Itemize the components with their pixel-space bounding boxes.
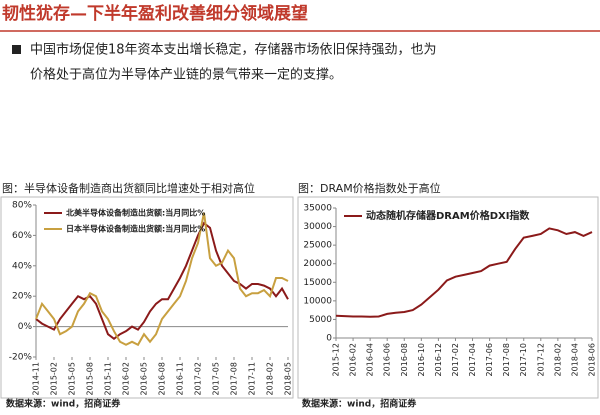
y-tick-label: 80%: [12, 201, 32, 211]
y-tick-label: 60%: [12, 231, 32, 241]
source-note: 数据来源：wind，招商证券: [6, 398, 121, 410]
x-tick-label: 2016-02: [349, 343, 358, 376]
y-tick-label: 25000: [303, 241, 332, 251]
x-tick-label: 2017-02: [194, 362, 203, 395]
y-tick-label: 35000: [303, 204, 332, 214]
x-tick-label: 2016-08: [400, 343, 409, 376]
chart-frame: [0, 196, 294, 399]
x-tick-label: 2016-11: [176, 362, 185, 395]
x-tick-label: 2017-08: [502, 343, 511, 376]
x-tick-label: 2015-02: [50, 362, 59, 395]
y-tick-label: 20%: [12, 292, 32, 302]
x-tick-label: 2017-10: [519, 343, 528, 376]
legend-label: 北美半导体设备制造出货额:当月同比%: [66, 208, 205, 218]
y-tick-label: 30000: [303, 222, 332, 232]
bullet-text: 中国市场促使18年资本支出增长稳定，存储器市场依旧保持强劲，也为: [30, 42, 437, 58]
x-tick-label: 2014-11: [32, 362, 41, 395]
data-line: [35, 212, 289, 347]
x-tick-label: 2017-02: [451, 343, 460, 376]
x-tick-label: 2017-12: [536, 343, 545, 376]
x-tick-label: 2017-06: [485, 343, 494, 376]
x-tick-label: 2016-04: [366, 343, 375, 376]
y-tick-label: 20000: [303, 259, 332, 269]
x-tick-label: 2016-08: [158, 362, 167, 395]
x-tick-label: 2018-02: [266, 362, 275, 395]
x-tick-label: 2018-06: [588, 343, 597, 376]
x-tick-label: 2017-05: [212, 362, 221, 395]
bullet-icon: [12, 45, 21, 54]
x-tick-label: 2015-12: [332, 343, 341, 376]
y-tick-label: 15000: [303, 278, 332, 288]
y-tick-label: 40%: [12, 261, 32, 271]
x-tick-label: 2016-05: [140, 362, 149, 395]
x-tick-label: 2015-05: [68, 362, 77, 395]
legend-label: 动态随机存储器DRAM价格DXI指数: [366, 209, 530, 222]
y-tick-label: -20%: [9, 353, 33, 363]
chart-frame: [297, 196, 599, 399]
x-tick-label: 2018-04: [570, 343, 579, 376]
x-tick-label: 2015-11: [104, 362, 113, 395]
y-tick-label: 10000: [303, 296, 332, 306]
chart-title: 图：半导体设备制造商出货额同比增速处于相对高位: [2, 181, 255, 195]
x-tick-label: 2017-04: [468, 343, 477, 376]
y-tick-label: 0: [326, 334, 332, 344]
chart-title: 图：DRAM价格指数处于高位: [298, 181, 441, 195]
x-tick-label: 2015-08: [86, 362, 95, 395]
x-tick-label: 2016-10: [417, 343, 426, 376]
y-tick-label: 5000: [309, 315, 332, 325]
x-tick-label: 2016-02: [122, 362, 131, 395]
x-tick-label: 2017-11: [248, 362, 257, 395]
y-tick-label: 0%: [18, 322, 33, 332]
page-title: 韧性犹存—下半年盈利改善细分领域展望: [2, 3, 308, 24]
x-tick-label: 2016-12: [434, 343, 443, 376]
data-line: [35, 221, 289, 341]
x-tick-label: 2017-08: [230, 362, 239, 395]
data-line: [335, 227, 593, 318]
x-tick-label: 2016-06: [383, 343, 392, 376]
source-note: 数据来源：wind，招商证券: [302, 398, 417, 410]
x-tick-label: 2018-05: [284, 362, 293, 395]
x-tick-label: 2018-02: [553, 343, 562, 376]
legend-label: 日本半导体设备制造出货额:当月同比%: [66, 224, 205, 234]
bullet-text: 价格处于高位为半导体产业链的景气带来一定的支撑。: [30, 67, 342, 83]
